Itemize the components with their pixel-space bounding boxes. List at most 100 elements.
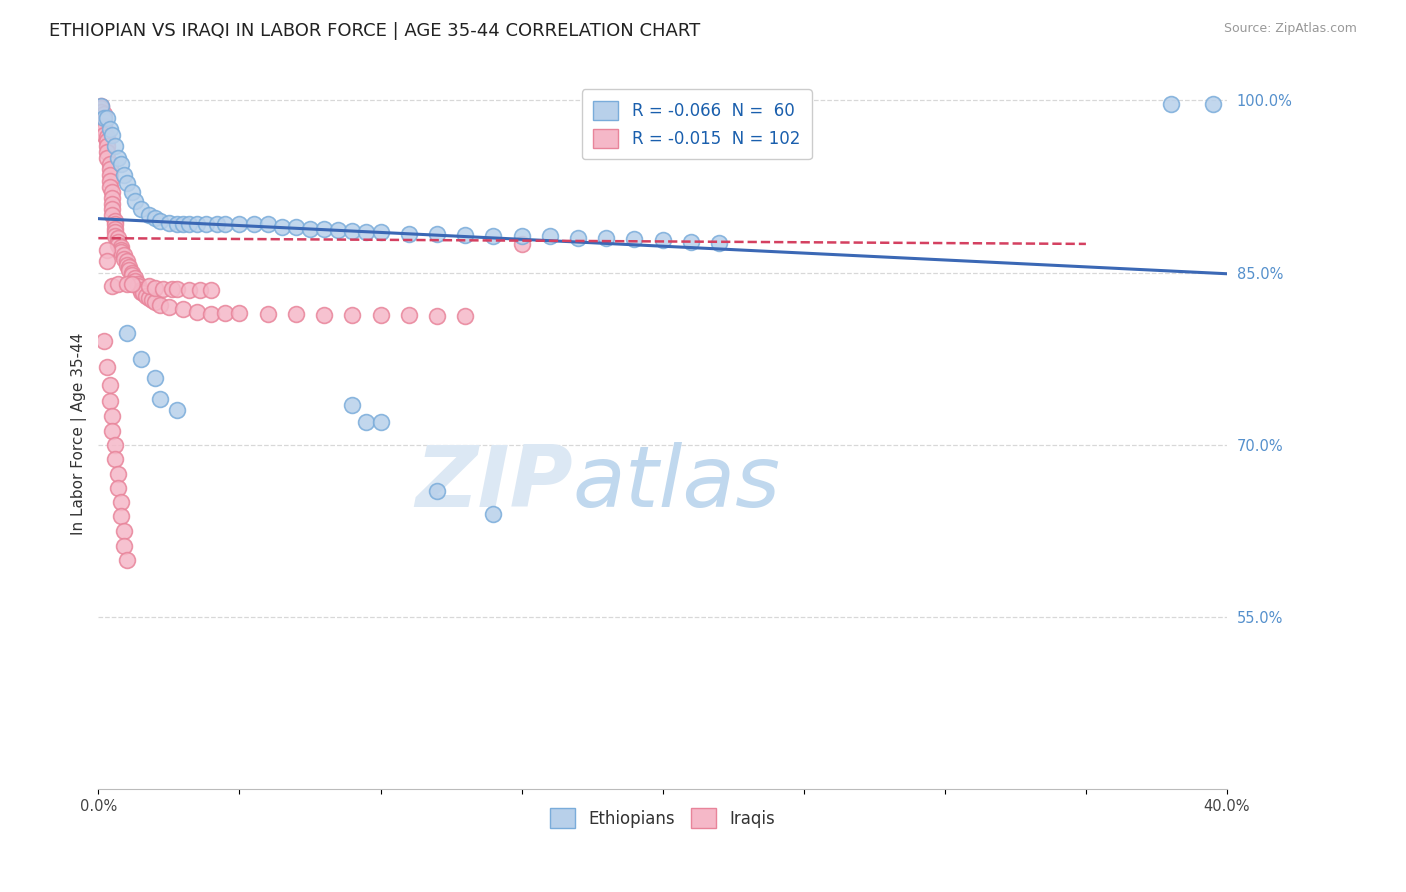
Point (454, 310, 477, 324)
Point (98, 174, 121, 188)
Point (370, 308, 392, 322)
Text: ETHIOPIAN VS IRAQI IN LABOR FORCE | AGE 35-44 CORRELATION CHART: ETHIOPIAN VS IRAQI IN LABOR FORCE | AGE … (49, 22, 700, 40)
Point (132, 286, 155, 301)
Point (1202, 96, 1225, 111)
Point (482, 228, 505, 243)
Point (110, 156, 132, 170)
Point (90, 102, 112, 116)
Point (370, 226, 392, 240)
Point (121, 268, 143, 282)
Point (96, 111, 118, 125)
Point (426, 227, 449, 241)
Point (96, 151, 118, 165)
Point (679, 235, 702, 249)
Point (104, 222, 127, 236)
Point (93, 111, 115, 125)
Point (342, 398, 364, 412)
Point (214, 306, 236, 320)
Point (194, 218, 217, 232)
Point (186, 304, 208, 318)
Point (124, 271, 146, 285)
Point (228, 218, 250, 232)
Point (398, 308, 420, 322)
Point (398, 227, 420, 241)
Point (242, 218, 264, 232)
Point (96, 359, 118, 374)
Text: Source: ZipAtlas.com: Source: ZipAtlas.com (1223, 22, 1357, 36)
Point (96, 254, 118, 268)
Point (121, 266, 143, 280)
Point (200, 307, 222, 321)
Point (112, 168, 135, 182)
Point (110, 244, 132, 259)
Point (101, 128, 124, 142)
Point (112, 524, 135, 538)
Point (172, 302, 194, 317)
Point (107, 231, 129, 245)
Point (370, 415, 392, 429)
Point (93, 128, 115, 142)
Point (1160, 96, 1182, 111)
Point (284, 219, 307, 234)
Point (104, 451, 127, 466)
Point (298, 222, 321, 236)
Point (124, 194, 146, 209)
Point (228, 306, 250, 320)
Point (426, 483, 449, 498)
Point (101, 208, 124, 222)
Point (538, 228, 561, 243)
Point (96, 145, 118, 159)
Point (121, 277, 143, 291)
Point (270, 219, 292, 234)
Point (110, 495, 132, 509)
Point (98, 168, 121, 182)
Point (312, 308, 335, 322)
Point (152, 282, 174, 296)
Point (101, 196, 124, 211)
Point (90, 99, 112, 113)
Point (186, 218, 208, 232)
Point (93, 122, 115, 136)
Point (166, 403, 188, 417)
Point (214, 218, 236, 232)
Point (143, 211, 166, 225)
Point (595, 231, 617, 245)
Point (188, 283, 211, 297)
Point (115, 326, 138, 341)
Point (98, 378, 121, 392)
Point (356, 226, 378, 240)
Point (567, 231, 589, 245)
Point (651, 234, 673, 248)
Point (101, 191, 124, 205)
Text: atlas: atlas (572, 442, 780, 524)
Point (104, 218, 127, 232)
Point (157, 216, 180, 230)
Point (90, 99, 112, 113)
Point (101, 409, 124, 423)
Point (115, 552, 138, 566)
Point (90, 104, 112, 119)
Point (110, 243, 132, 257)
Point (177, 283, 200, 297)
Point (118, 263, 141, 277)
Point (107, 238, 129, 252)
Point (98, 179, 121, 194)
Point (149, 214, 172, 228)
Point (177, 218, 200, 232)
Point (510, 228, 533, 243)
Point (107, 482, 129, 496)
Point (96, 130, 118, 145)
Point (104, 228, 127, 243)
Point (149, 298, 172, 312)
Point (93, 334, 115, 349)
Point (101, 424, 124, 438)
Point (115, 277, 138, 291)
Point (129, 202, 152, 217)
Point (426, 310, 449, 324)
Point (138, 291, 160, 305)
Point (93, 114, 115, 128)
Point (143, 371, 166, 385)
Point (127, 279, 149, 293)
Point (342, 224, 364, 238)
Point (166, 282, 188, 296)
